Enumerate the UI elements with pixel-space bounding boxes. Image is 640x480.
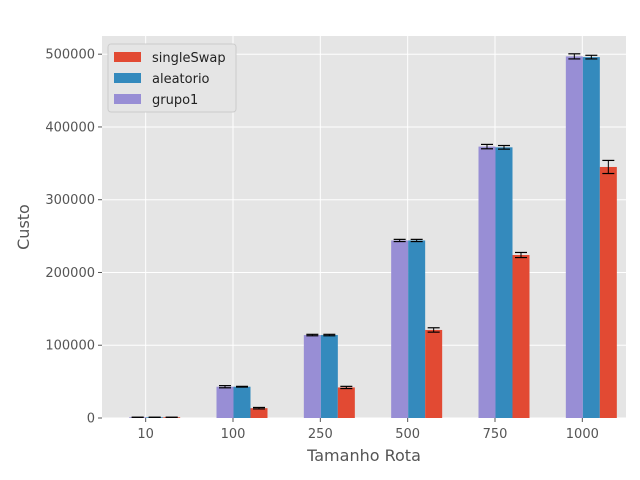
legend-label-grupo1: grupo1 (152, 93, 198, 108)
bar-grupo1 (391, 240, 409, 418)
legend-label-aleatorio: aleatorio (152, 72, 210, 87)
x-tick-label: 500 (395, 427, 420, 442)
x-axis-ticks: 10 100 250 500 750 1000 (137, 418, 599, 442)
y-tick-label: 400000 (45, 120, 95, 135)
bar-aleatorio (233, 386, 251, 418)
legend: singleSwap aleatorio grupo1 (107, 43, 237, 113)
legend-swatch-grupo1 (114, 94, 141, 104)
bar-aleatorio (495, 147, 513, 418)
y-axis-ticks: 0 100000 200000 300000 400000 500000 (45, 48, 102, 427)
y-tick-label: 100000 (45, 339, 95, 354)
bar-grupo1 (565, 56, 583, 419)
y-tick-label: 200000 (45, 266, 95, 281)
bar-aleatorio (582, 57, 600, 418)
bars-group (129, 56, 617, 419)
x-axis-label: Tamanho Rota (306, 446, 421, 465)
y-tick-label: 0 (87, 412, 95, 427)
y-tick-label: 500000 (45, 48, 95, 63)
y-tick-label: 300000 (45, 193, 95, 208)
bar-grupo1 (478, 146, 496, 419)
legend-swatch-aleatorio (114, 73, 141, 83)
legend-label-singleswap: singleSwap (152, 51, 226, 66)
bar-grupo1 (216, 386, 234, 418)
error-bars-group (131, 53, 615, 418)
bar-singleswap (512, 255, 530, 418)
bar-singleswap (425, 329, 443, 418)
bar-grupo1 (303, 335, 321, 418)
bar-singleswap (250, 408, 268, 418)
x-tick-label: 10 (137, 427, 154, 442)
y-axis-label: Custo (14, 204, 33, 250)
bar-singleswap (337, 387, 355, 418)
x-tick-label: 1000 (566, 427, 599, 442)
x-tick-label: 250 (308, 427, 333, 442)
x-tick-label: 100 (221, 427, 246, 442)
bar-singleswap (599, 166, 617, 418)
x-tick-label: 750 (483, 427, 508, 442)
bar-aleatorio (408, 240, 426, 418)
bar-aleatorio (320, 335, 338, 418)
legend-swatch-singleswap (114, 52, 141, 62)
